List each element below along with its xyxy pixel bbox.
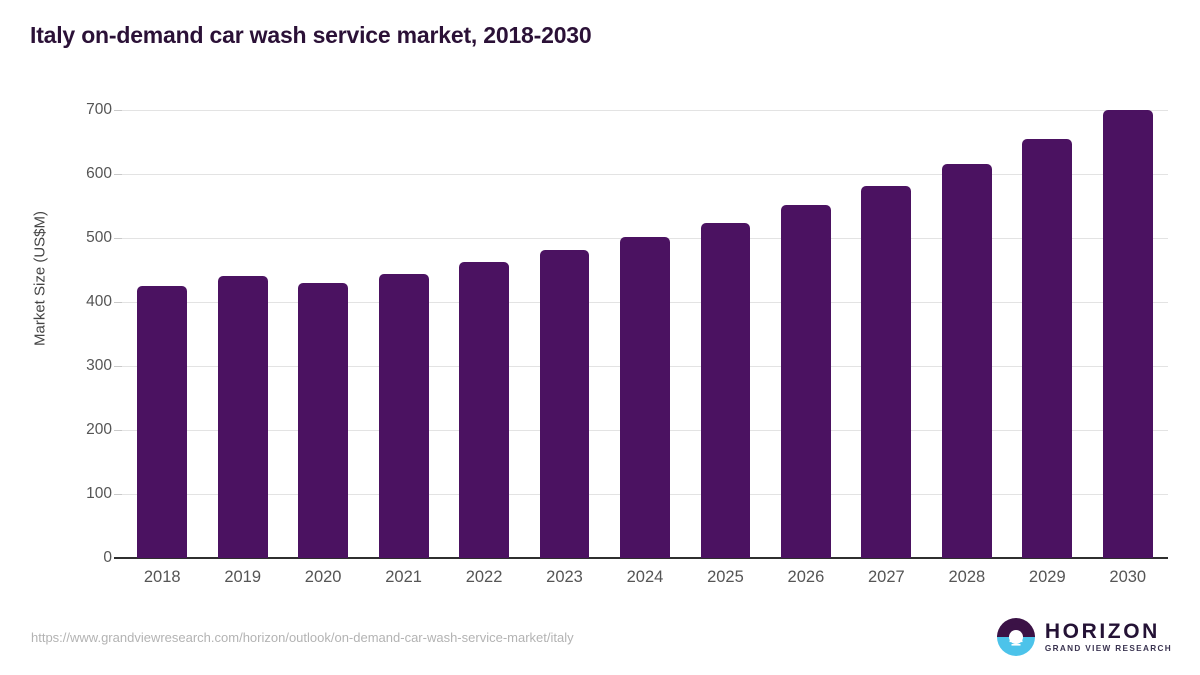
bar[interactable]: [459, 262, 509, 558]
x-axis-tick-label: 2025: [707, 568, 744, 586]
horizon-logo-icon: [996, 618, 1035, 656]
bar[interactable]: [378, 274, 429, 558]
y-axis-tick-label: 300: [86, 357, 112, 374]
x-axis-baseline: [114, 557, 1168, 559]
x-axis-tick-label: 2027: [868, 568, 905, 586]
x-axis-tick-label: 2030: [1109, 568, 1147, 586]
gridline: [122, 110, 1168, 111]
y-axis-title: Market Size (US$M): [31, 210, 49, 347]
gridline: [122, 174, 1168, 175]
y-axis-tick-labels: 0 100 200 300 400 500 600 700: [52, 0, 112, 675]
y-axis-tick-label: 500: [86, 229, 112, 246]
y-axis-tick-label: 0: [103, 549, 112, 566]
x-axis-tick-label: 2023: [546, 568, 583, 586]
bar[interactable]: [539, 250, 590, 558]
y-axis-tickmark: [114, 430, 122, 431]
x-axis-tick-label: 2024: [626, 568, 664, 586]
y-axis-tick-label: 200: [86, 421, 112, 438]
bar[interactable]: [217, 276, 268, 558]
y-axis-tickmark: [114, 494, 122, 495]
bar[interactable]: [1102, 110, 1153, 558]
bar[interactable]: [780, 204, 831, 558]
x-axis-tick-label: 2020: [304, 568, 342, 586]
y-axis-tickmark: [114, 238, 122, 239]
bar[interactable]: [137, 286, 188, 558]
x-axis-tick-label: 2026: [787, 568, 825, 586]
logo-wordmark: HORIZON: [1044, 619, 1160, 643]
y-axis-tickmark: [114, 110, 122, 111]
bar[interactable]: [941, 163, 992, 558]
x-axis-tick-label: 2021: [385, 568, 422, 586]
x-axis-tick-label: 2029: [1028, 568, 1066, 586]
y-axis-tick-label: 400: [86, 293, 112, 310]
y-axis-tick-label: 700: [86, 101, 112, 118]
y-axis-tickmark: [114, 366, 122, 367]
bar[interactable]: [298, 282, 349, 558]
y-axis-tickmark: [114, 174, 122, 175]
bar[interactable]: [861, 186, 912, 558]
page-title: Italy on-demand car wash service market,…: [30, 22, 592, 48]
x-axis-tick-label: 2019: [224, 568, 262, 586]
x-axis-tick-label: 2018: [143, 568, 181, 586]
horizon-logo-text: HORIZON GRAND VIEW RESEARCH: [1045, 621, 1172, 653]
source-url[interactable]: https://www.grandviewresearch.com/horizo…: [31, 630, 574, 645]
bar[interactable]: [1022, 138, 1073, 558]
bar-series: [122, 0, 1168, 675]
x-axis-tick-label: 2022: [465, 568, 503, 586]
y-axis-tick-label: 600: [86, 165, 112, 182]
bar[interactable]: [620, 237, 670, 558]
y-axis-tick-label: 100: [86, 485, 112, 502]
x-axis-tick-label: 2028: [948, 568, 986, 586]
bar[interactable]: [700, 222, 751, 558]
y-axis-tickmark: [114, 302, 122, 303]
horizon-logo: HORIZON GRAND VIEW RESEARCH: [996, 617, 1172, 657]
logo-tagline: GRAND VIEW RESEARCH: [1044, 643, 1172, 653]
